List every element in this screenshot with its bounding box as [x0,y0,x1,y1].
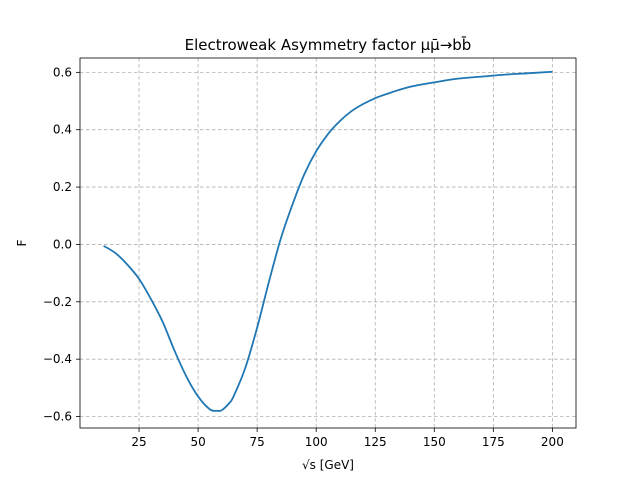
x-tick-label: 200 [541,435,564,449]
x-axis-label: √s [GeV] [302,458,354,472]
grid [80,58,576,428]
y-tick-label: −0.2 [43,295,72,309]
y-tick-label: 0.4 [53,123,72,137]
x-tick-label: 150 [423,435,446,449]
x-tick-label: 75 [250,435,265,449]
x-tick-label: 25 [131,435,146,449]
ticks: 25 50 75 100 125 150 175 200 −0.6 −0.4 −0.2 0.0 0.2 0… [43,65,564,449]
x-tick-label: 175 [482,435,505,449]
y-axis-label: F [15,239,29,246]
y-tick-label: 0.2 [53,180,72,194]
series-layer [103,70,553,412]
y-tick-label: −0.6 [43,410,72,424]
plot-frame [79,57,577,429]
x-tick-label: 100 [305,435,328,449]
asymmetry-curve [103,70,553,412]
y-tick-label: −0.4 [43,352,72,366]
y-tick-label: 0.6 [53,65,72,79]
x-tick-label: 125 [364,435,387,449]
x-tick-label: 50 [190,435,205,449]
chart-title: Electroweak Asymmetry factor μμ̄→bb̄ [185,35,472,54]
y-tick-label: 0.0 [53,237,72,251]
